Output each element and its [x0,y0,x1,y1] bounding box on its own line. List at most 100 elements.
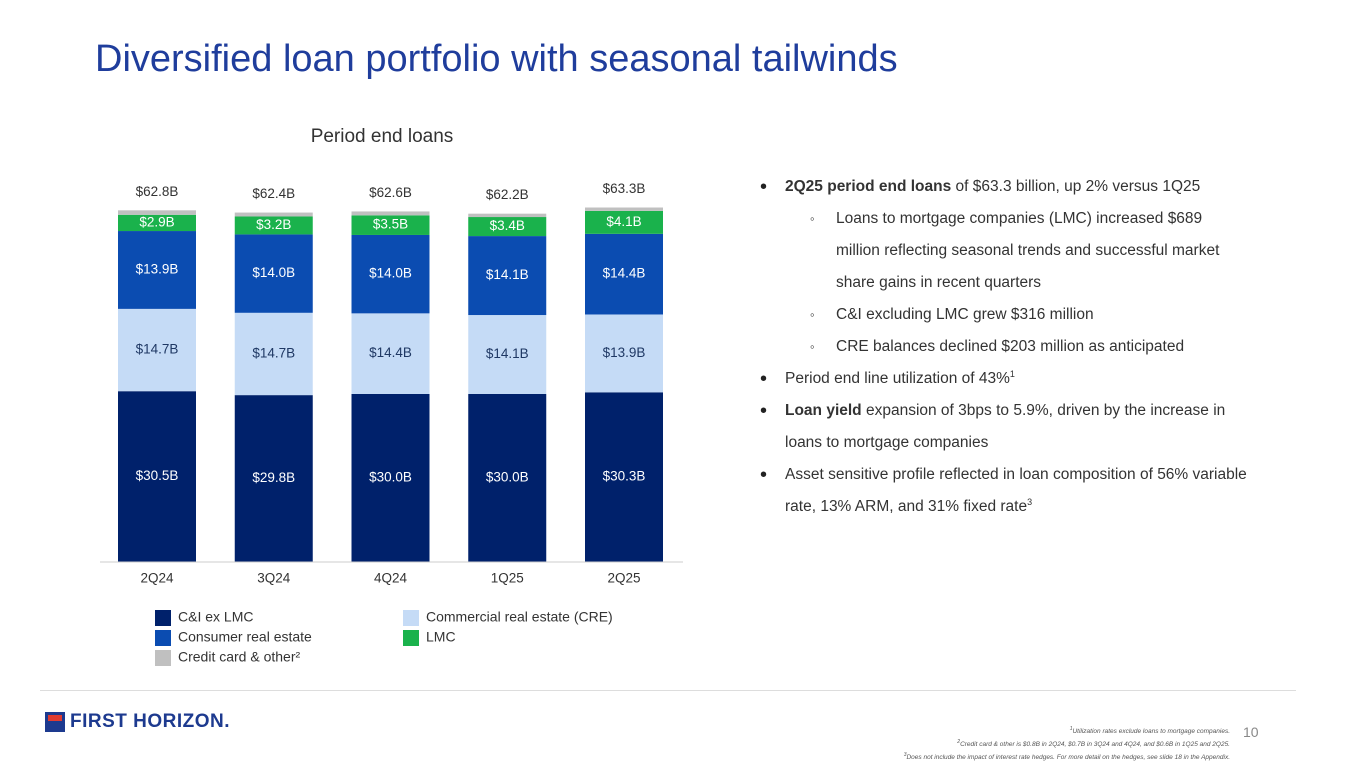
divider [40,690,1296,691]
bar-segment [118,214,196,232]
value-label: $29.8B [252,470,295,485]
x-tick-label: 2Q25 [607,571,640,586]
legend-label: Credit card & other² [178,649,300,665]
bullet: CRE balances declined $203 million as an… [760,331,1240,363]
footnote-mark: 2 [957,739,961,746]
bullet-text: Period end line utilization of 43% [785,370,1010,387]
value-label: $2.9B [139,214,174,229]
x-tick-label: 2Q24 [140,571,174,586]
bar-segment [468,394,547,562]
value-label: $14.0B [369,266,412,281]
total-label: $63.3B [603,181,646,196]
bullet: Period end line utilization of 43%1 [760,363,1250,395]
legend-swatch [155,610,171,626]
total-label: $62.6B [369,185,412,200]
value-label: $14.0B [252,265,295,280]
value-label: $3.2B [256,217,291,232]
bullet-text: expansion of 3bps to 5.9%, driven by the… [785,402,1226,451]
bar-segment [351,215,430,235]
value-label: $13.9B [136,262,179,277]
total-label: $62.8B [136,184,179,199]
footnote-text: Credit card & other is $0.8B in 2Q24, $0… [960,741,1230,749]
logo: FIRST HORIZON. [70,711,231,732]
value-label: $14.4B [369,345,412,360]
bullet: 2Q25 period end loans of $63.3 billion, … [760,171,1250,203]
total-label: $62.2B [486,187,529,202]
bar-segment [234,312,313,396]
bar-segment [468,217,547,237]
bar-segment [585,233,663,315]
bar-segment [468,236,547,316]
bullet-list: 2Q25 period end loans of $63.3 billion, … [760,171,1250,523]
logo-icon [45,712,65,732]
chart-title: Period end loans [311,126,454,147]
bar-segment [351,313,430,394]
footnote: 2Credit card & other is $0.8B in 2Q24, $… [904,737,1230,750]
bullet-text: of $63.3 billion, up 2% versus 1Q25 [951,178,1201,195]
footnote-mark: 1 [1069,726,1073,732]
legend-label: Commercial real estate (CRE) [426,609,613,625]
value-label: $30.5B [136,468,179,483]
value-label: $14.7B [252,346,295,361]
x-tick-label: 1Q25 [491,571,524,586]
bar-segment [585,314,663,393]
value-label: $30.0B [369,470,412,485]
bullet: C&I excluding LMC grew $316 million [760,299,1240,331]
bar-segment [118,210,196,215]
legend-swatch [155,650,171,666]
footnote-mark: 3 [903,752,907,759]
value-label: $14.7B [136,342,179,357]
bullet-text: Loans to mortgage companies (LMC) increa… [836,210,1220,291]
bullet: Asset sensitive profile reflected in loa… [760,459,1250,523]
total-label: $62.4B [252,186,295,201]
bar-segment [351,394,430,562]
legend-label: C&I ex LMC [178,609,253,625]
value-label: $3.4B [490,218,525,233]
bullet: Loan yield expansion of 3bps to 5.9%, dr… [760,395,1250,459]
value-label: $14.1B [486,346,529,361]
bar-segment [118,391,196,562]
legend-swatch [403,630,419,646]
bar-segment [351,234,430,314]
bar-segment [118,231,196,309]
value-label: $30.0B [486,470,529,485]
legend-label: LMC [426,629,456,645]
superscript: 3 [1027,496,1033,507]
value-label: $14.4B [603,266,646,281]
footnote-text: Utilization rates exclude loans to mortg… [1072,728,1230,736]
bullet-text: Loan yield [785,402,862,419]
bar-segment [585,210,663,234]
legend-swatch [403,610,419,626]
bullet-text: Asset sensitive profile reflected in loa… [785,466,1247,515]
bullet-text: CRE balances declined $203 million as an… [836,338,1185,355]
page-number: 10 [1243,724,1259,740]
bar-segment [118,308,196,392]
bar-segment [468,315,547,394]
value-label: $14.1B [486,267,529,282]
bar-segment [468,213,547,218]
footnote: 3Does not include the impact of interest… [904,750,1230,763]
bullet: Loans to mortgage companies (LMC) increa… [760,203,1240,299]
bar-segment [234,216,313,235]
bullet-text: 2Q25 period end loans [785,178,952,195]
x-tick-label: 4Q24 [374,571,408,586]
slide-title: Diversified loan portfolio with seasonal… [95,38,898,80]
bar-segment [585,392,663,562]
bar-segment [585,207,663,211]
bar-segment [234,395,313,562]
value-label: $4.1B [606,214,641,229]
legend-label: Consumer real estate [178,629,312,645]
value-label: $3.5B [373,217,408,232]
value-label: $13.9B [603,345,646,360]
footnote: 1Utilization rates exclude loans to mort… [904,724,1230,737]
bar-segment [234,212,313,217]
bullet-text: C&I excluding LMC grew $316 million [836,306,1094,323]
footnotes: 1Utilization rates exclude loans to mort… [904,724,1230,763]
x-tick-label: 3Q24 [257,571,291,586]
bar-segment [234,234,313,313]
superscript: 1 [1009,368,1015,379]
value-label: $30.3B [603,469,646,484]
footnote-text: Does not include the impact of interest … [906,754,1230,762]
